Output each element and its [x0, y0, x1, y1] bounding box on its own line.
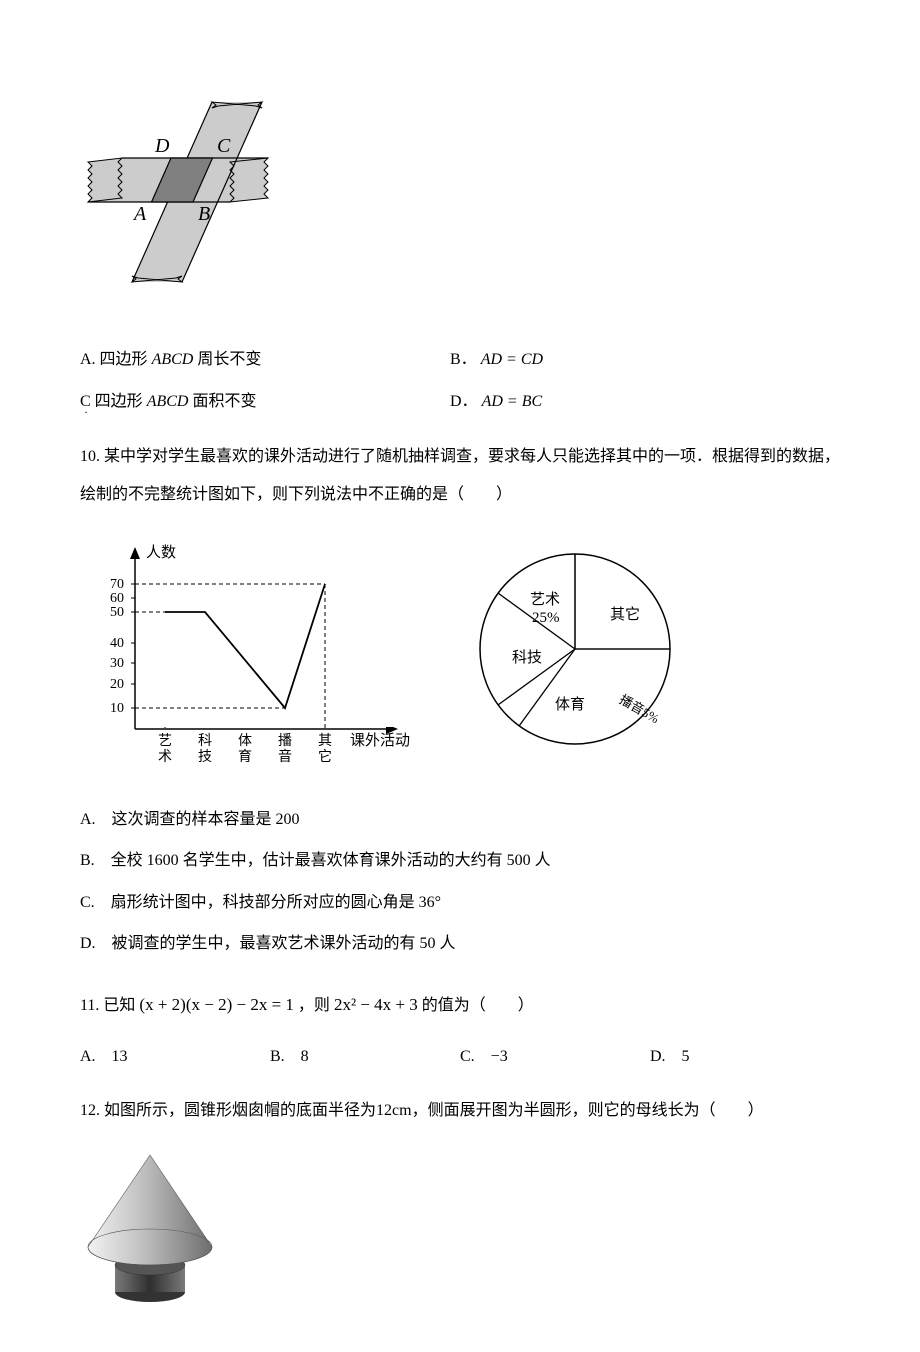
q12-text: 12. 如图所示，圆锥形烟囱帽的底面半径为12cm，侧面展开图为半圆形，则它的母… — [80, 1092, 840, 1130]
q9-options-row2: C 四边形 ABCD 面积不变 · D． AD = BC — [80, 387, 840, 417]
svg-text:70: 70 — [110, 577, 124, 592]
q10-options: A. 这次调查的样本容量是 200 B. 全校 1600 名学生中，估计最喜欢体… — [80, 799, 840, 965]
q10-pie-chart: 艺术 25% 其它 播音5% 体育 科技 — [460, 539, 700, 759]
svg-text:音: 音 — [278, 748, 292, 765]
svg-text:科: 科 — [198, 733, 212, 749]
label-D: D — [154, 135, 170, 157]
label-B: B — [198, 203, 210, 225]
svg-text:30: 30 — [110, 656, 124, 671]
svg-text:20: 20 — [110, 677, 124, 692]
label-A: A — [132, 203, 147, 225]
cone-diagram — [80, 1147, 230, 1307]
q11-optA: A. 13 — [80, 1042, 270, 1072]
q10-optA: A. 这次调查的样本容量是 200 — [80, 799, 840, 841]
q11-optC: C. −3 — [460, 1042, 650, 1072]
q9-optC: C 四边形 ABCD 面积不变 · — [80, 387, 450, 417]
q10-charts: 人数 课外活动 70 60 50 40 30 20 10 — [80, 539, 840, 769]
q10-text: 10. 某中学对学生最喜欢的课外活动进行了随机抽样调查，要求每人只能选择其中的一… — [80, 438, 840, 515]
svg-text:其: 其 — [318, 733, 332, 749]
pie-label-art: 艺术 — [530, 591, 560, 608]
q9-optB: B． AD = CD — [450, 345, 840, 375]
x-axis-label: 课外活动 — [350, 732, 410, 749]
svg-text:体: 体 — [238, 733, 252, 749]
svg-text:25%: 25% — [532, 610, 560, 626]
q12-figure — [80, 1147, 840, 1312]
q11-text: 11. 已知 (x + 2)(x − 2) − 2x = 1 ，则 2x² − … — [80, 985, 840, 1026]
pie-label-pe: 体育 — [555, 696, 585, 713]
q10-line-chart: 人数 课外活动 70 60 50 40 30 20 10 — [80, 539, 410, 769]
q9-optD: D． AD = BC — [450, 387, 840, 417]
svg-text:育: 育 — [238, 749, 252, 765]
q9-options-row1: A. 四边形 ABCD 周长不变 B． AD = CD — [80, 345, 840, 375]
label-C: C — [217, 135, 231, 157]
q10-optB: B. 全校 1600 名学生中，估计最喜欢体育课外活动的大约有 500 人 — [80, 840, 840, 882]
svg-text:50: 50 — [110, 605, 124, 620]
q11-optB: B. 8 — [270, 1042, 460, 1072]
svg-text:播: 播 — [278, 733, 292, 749]
svg-text:60: 60 — [110, 591, 124, 606]
svg-text:艺: 艺 — [158, 733, 172, 749]
pie-label-other: 其它 — [610, 605, 640, 623]
svg-text:40: 40 — [110, 636, 124, 651]
svg-text:技: 技 — [198, 749, 212, 765]
q11-options: A. 13 B. 8 C. −3 D. 5 — [80, 1042, 840, 1072]
y-axis-label: 人数 — [146, 544, 176, 561]
pie-label-tech: 科技 — [512, 649, 542, 666]
svg-text:术: 术 — [158, 749, 172, 765]
q10-optD: D. 被调查的学生中，最喜欢艺术课外活动的有 50 人 — [80, 923, 840, 965]
q9-figure: D C A B — [80, 80, 840, 295]
q11-optD: D. 5 — [650, 1042, 840, 1072]
q9-optA: A. 四边形 ABCD 周长不变 — [80, 345, 450, 375]
svg-text:它: 它 — [318, 748, 332, 765]
parallelogram-diagram: D C A B — [80, 80, 290, 290]
svg-text:10: 10 — [110, 701, 124, 716]
q10-optC: C. 扇形统计图中，科技部分所对应的圆心角是 36° — [80, 882, 840, 924]
